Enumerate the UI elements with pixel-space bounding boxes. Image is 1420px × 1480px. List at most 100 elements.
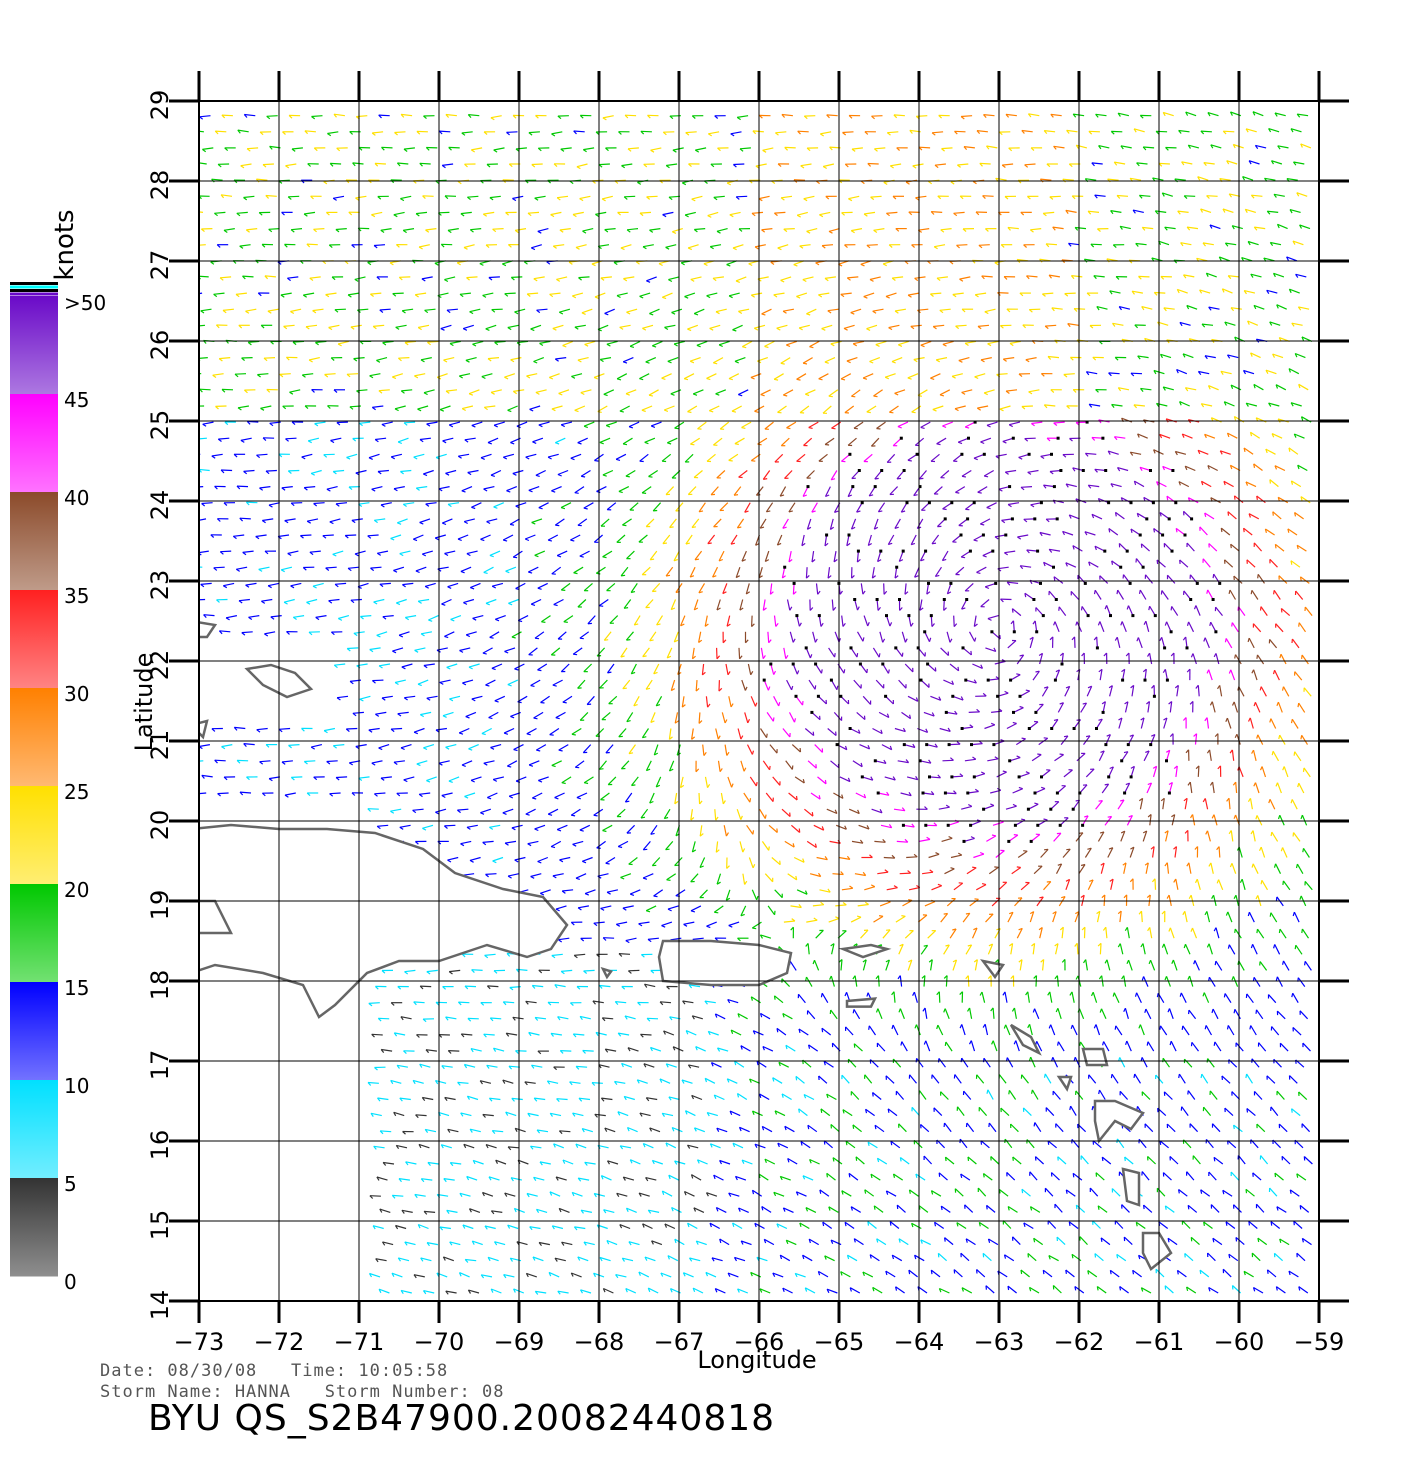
wind-vector [262, 518, 274, 522]
wind-vector [937, 1024, 944, 1036]
wind-vector [415, 566, 427, 572]
wind-vector [782, 1287, 793, 1294]
wind-vector-barb [969, 724, 974, 728]
wind-vector-barb [1183, 944, 1187, 949]
wind-vector-barb [820, 901, 825, 906]
wind-vector-barb [805, 943, 809, 947]
wind-vector-barb [814, 843, 817, 848]
wind-vector [808, 1044, 819, 1052]
wind-vector-barb [1293, 751, 1296, 756]
wind-vector [1145, 574, 1153, 584]
wind-vector-barb [1206, 749, 1211, 754]
wind-vector [739, 1126, 750, 1133]
wind-vector [583, 969, 595, 972]
wind-vector-barb [1153, 449, 1156, 454]
wind-vector-barb [1250, 590, 1253, 595]
wind-vector [754, 1143, 766, 1149]
wind-vector [639, 453, 649, 462]
wind-vector-barb [1259, 686, 1262, 691]
wind-vector [623, 1176, 635, 1181]
wind-vector [445, 744, 457, 748]
wind-vector [398, 1257, 410, 1262]
wind-vector [480, 453, 492, 459]
wind-vector [1162, 798, 1165, 810]
wind-vector [1028, 803, 1039, 810]
wind-vector-barb [1168, 781, 1173, 786]
wind-vector [395, 1224, 407, 1230]
wind-vector [1072, 545, 1083, 552]
wind-vector-barb [908, 1269, 911, 1275]
wind-vector [1139, 466, 1151, 472]
wind-vector [441, 792, 453, 797]
wind-vector-barb [1243, 1271, 1246, 1276]
wind-vector [839, 776, 851, 783]
wind-vector-barb [446, 1210, 450, 1214]
wind-vector-barb [732, 1142, 736, 1148]
wind-vector [650, 1046, 662, 1052]
wind-vector [863, 615, 869, 627]
wind-vector-barb [216, 599, 220, 603]
wind-vector [812, 631, 816, 643]
wind-vector-barb [210, 534, 215, 538]
wind-vector-barb [463, 602, 468, 605]
wind-vector-barb [805, 1207, 809, 1212]
wind-vector [239, 791, 252, 794]
rain-flag-marker [1190, 517, 1194, 521]
wind-vector-barb [1280, 608, 1283, 613]
wind-vector [925, 1040, 931, 1052]
wind-vector-barb [504, 842, 509, 846]
wind-vector-barb [1280, 847, 1284, 852]
wind-vector [600, 792, 610, 801]
wind-vector-barb [1170, 606, 1173, 611]
wind-vector [961, 599, 968, 610]
wind-vector-barb [1232, 781, 1237, 786]
wind-vector-barb [281, 487, 286, 491]
wind-vector [1248, 513, 1260, 520]
wind-vector-barb [1274, 544, 1277, 549]
wind-vector [484, 1225, 496, 1230]
wind-vector-barb [574, 492, 579, 494]
wind-vector [219, 630, 231, 633]
wind-vector-barb [370, 567, 375, 572]
wind-vector-barb [1043, 1073, 1046, 1078]
wind-vector [414, 1193, 426, 1197]
wind-vector-barb [628, 1241, 632, 1246]
wind-vector-barb [844, 745, 848, 750]
wind-vector-barb [413, 731, 419, 735]
wind-vector [796, 1191, 807, 1197]
wind-vector [689, 984, 701, 988]
wind-vector [348, 566, 360, 569]
wind-vector [495, 1159, 507, 1165]
wind-vector [770, 663, 775, 675]
wind-vector-barb [716, 1127, 720, 1132]
wind-vector-barb [647, 1209, 652, 1214]
wind-vector-barb [767, 686, 771, 691]
wind-vector [826, 1172, 836, 1181]
wind-vector [463, 598, 475, 604]
wind-vector-barb [1102, 926, 1107, 931]
wind-vector [1230, 543, 1240, 552]
wind-vector [447, 856, 459, 861]
rain-flag-marker [1107, 501, 1111, 505]
wind-vector-barb [891, 1254, 895, 1260]
wind-vector [987, 758, 999, 762]
wind-vector-barb [1025, 689, 1030, 692]
wind-vector-barb [444, 825, 448, 829]
wind-vector-barb [950, 757, 954, 761]
wind-vector [764, 1238, 775, 1246]
wind-vector [961, 469, 972, 477]
wind-vector [561, 776, 572, 784]
wind-vector [605, 856, 616, 864]
wind-vector-barb [1061, 896, 1066, 899]
wind-vector-barb [575, 1143, 579, 1148]
wind-vector-barb [825, 443, 830, 446]
wind-vector [1031, 1089, 1039, 1100]
wind-vector-barb [820, 993, 823, 998]
wind-vector [551, 486, 562, 492]
wind-vector-barb [809, 607, 814, 611]
wind-vector [872, 1286, 883, 1294]
wind-vector-barb [1126, 959, 1130, 964]
wind-vector-barb [715, 1207, 719, 1212]
wind-vector-barb [558, 939, 563, 943]
wind-vector [484, 953, 496, 956]
